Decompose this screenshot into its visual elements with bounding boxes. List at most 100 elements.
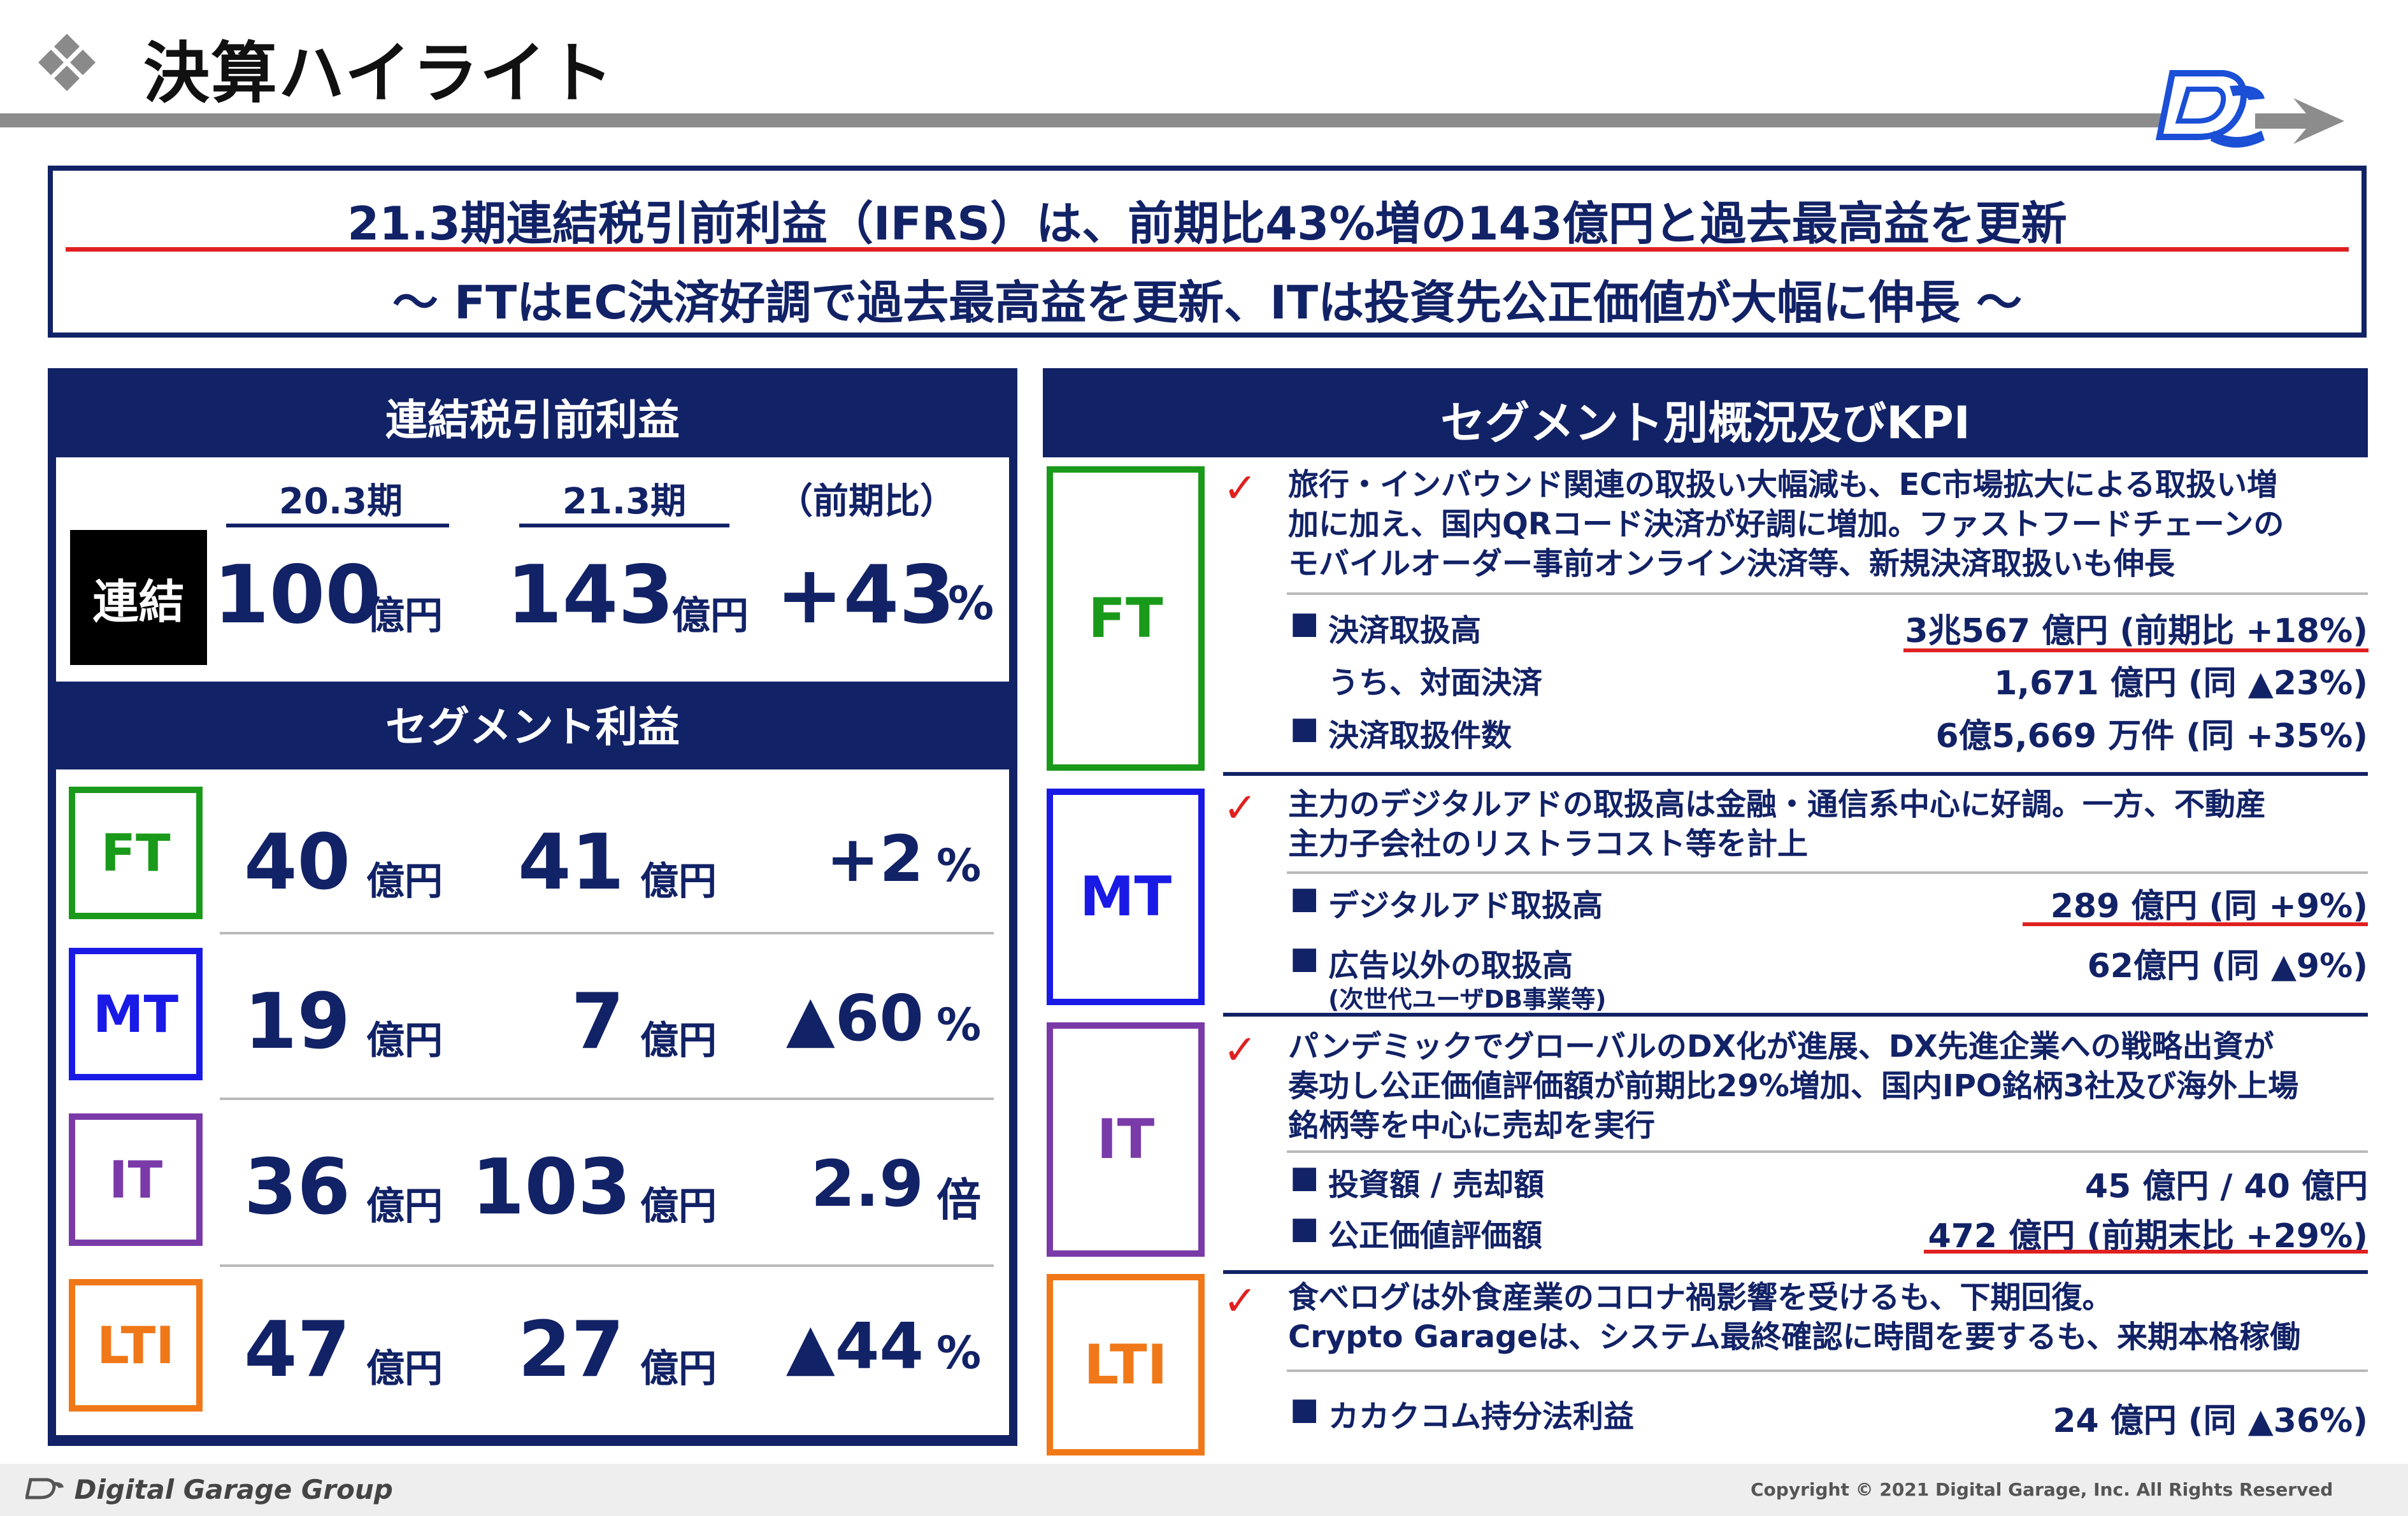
diamond-cluster-icon (32, 31, 102, 103)
kpi-panel-header: セグメント別概況及びKPI (1043, 368, 2368, 457)
mt-kpi-2-label: 広告以外の取扱高 (1328, 948, 1573, 983)
it-change-value: 2.9 (810, 1147, 924, 1221)
mt-kpi-2-note: (次世代ユーザDB事業等) (1328, 985, 1607, 1013)
kpi-segment-it: IT (1047, 1022, 1205, 1257)
lti-change-value: ▲44 (785, 1309, 924, 1384)
consolidated-prev-unit: 億円 (366, 594, 443, 638)
footer-brand-text: Digital Garage Group (74, 1474, 393, 1505)
ft-desc-line-2: 加に加え、国内QRコード決済が好調に増加。ファストフードチェーンの (1288, 506, 2284, 542)
mt-desc-line-2: 主力子会社のリストラコスト等を計上 (1288, 826, 1809, 862)
mt-prev-unit: 億円 (366, 1019, 443, 1063)
lti-kpi-1-bullet: ■ (1290, 1391, 1319, 1427)
check-icon: ✓ (1223, 1027, 1258, 1074)
consolidated-prev-value: 100 (213, 548, 382, 641)
ft-kpi-1-bullet: ■ (1290, 605, 1319, 641)
consolidated-change-value: +43 (776, 548, 955, 641)
segment-row-divider (220, 932, 994, 934)
lti-kpi-1-label: カカクコム持分法利益 (1328, 1399, 1635, 1434)
mt-kpi-1-bullet: ■ (1290, 880, 1319, 916)
it-kpi-1-label: 投資額 / 売却額 (1328, 1167, 1544, 1203)
column-curr-rule (519, 524, 729, 527)
kpi-separator (1287, 1150, 2368, 1153)
lti-desc-line-2: Crypto Garageは、システム最終確認に時間を要するも、来期本格稼働 (1288, 1319, 2301, 1355)
ft-prev-unit: 億円 (366, 859, 443, 904)
segment-badge-it: IT (69, 1113, 203, 1246)
it-curr-value: 103 (471, 1143, 631, 1232)
consolidated-curr-unit: 億円 (672, 594, 749, 638)
kpi-separator (1287, 871, 2368, 874)
lti-prev-value: 47 (244, 1306, 350, 1394)
it-kpi-2-underline (1924, 1250, 2368, 1254)
mt-kpi-1-value: 289 億円 (同 +9%) (2050, 887, 2368, 926)
column-prev-rule (226, 524, 449, 527)
mt-change-value: ▲60 (785, 981, 924, 1055)
kpi-separator (1287, 592, 2368, 595)
profit-panel-title: 連結税引前利益 (385, 396, 680, 445)
it-kpi-2-value: 472 億円 (前期末比 +29%) (1928, 1217, 2368, 1255)
consolidated-card (56, 457, 1009, 682)
it-change-unit: 倍 (936, 1174, 981, 1226)
it-kpi-2-bullet: ■ (1290, 1210, 1319, 1246)
mt-kpi-1-underline (2023, 922, 2368, 926)
mt-change-unit: % (936, 999, 982, 1051)
it-prev-unit: 億円 (366, 1184, 443, 1229)
kpi-segment-ft: FT (1047, 466, 1205, 771)
ft-kpi-3-value: 6億5,669 万件 (同 +35%) (1935, 717, 2368, 755)
mt-kpi-2-value: 62億円 (同 ▲9%) (2087, 947, 2368, 985)
ft-kpi-2-value: 1,671 億円 (同 ▲23%) (1994, 664, 2368, 703)
it-curr-unit: 億円 (640, 1184, 717, 1229)
consolidated-badge: 連結 (70, 530, 207, 665)
ft-kpi-1-underline (1903, 648, 2369, 652)
segment-badge-mt: MT (69, 948, 203, 1080)
kpi-segment-divider (1223, 1013, 2368, 1017)
segment-profit-card (56, 769, 1009, 1435)
ft-change-unit: % (936, 840, 982, 892)
segment-row-divider (220, 1098, 994, 1100)
ft-desc-line-3: モバイルオーダー事前オンライン決済等、新規決済取扱いも伸長 (1288, 546, 2175, 582)
column-change: （前期比） (777, 481, 956, 522)
kpi-segment-divider (1223, 1270, 2368, 1274)
dg-logo-icon (2153, 61, 2274, 159)
dg-small-logo-icon (24, 1476, 65, 1508)
kpi-panel-title: セグメント別概況及びKPI (1440, 397, 1970, 449)
kpi-segment-mt: MT (1047, 789, 1205, 1005)
footer-brand: Digital Garage Group (24, 1474, 393, 1508)
it-prev-value: 36 (244, 1143, 350, 1232)
headline-box: 21.3期連結税引前利益（IFRS）は、前期比43%増の143億円と過去最高益を… (48, 166, 2367, 338)
segment-profit-title: セグメント利益 (385, 703, 680, 752)
mt-kpi-1-label: デジタルアド取扱高 (1328, 888, 1603, 924)
it-desc-line-3: 銘柄等を中心に売却を実行 (1288, 1108, 1656, 1143)
consolidated-curr-value: 143 (506, 548, 675, 641)
it-kpi-1-value: 45 億円 / 40 億円 (2084, 1168, 2368, 1206)
lti-prev-unit: 億円 (366, 1347, 443, 1391)
ft-kpi-1-label: 決済取扱高 (1328, 613, 1482, 648)
mt-prev-value: 19 (244, 978, 350, 1066)
column-prev: 20.3期 (278, 481, 403, 522)
title-divider (0, 113, 2172, 127)
ft-kpi-3-bullet: ■ (1290, 710, 1319, 746)
lti-desc-line-1: 食べログは外食産業のコロナ禍影響を受けるも、下期回復。 (1288, 1280, 2113, 1315)
footer (0, 1464, 2408, 1516)
it-desc-line-1: パンデミックでグローバルのDX化が進展、DX先進企業への戦略出資が (1288, 1029, 2274, 1064)
check-icon: ✓ (1223, 1278, 1258, 1325)
headline-sub: ～ FTはEC決済好調で過去最高益を更新、ITは投資先公正価値が大幅に伸長 ～ (392, 276, 2023, 329)
segment-row-divider (220, 1264, 994, 1267)
column-curr: 21.3期 (562, 481, 687, 522)
headline-main: 21.3期連結税引前利益（IFRS）は、前期比43%増の143億円と過去最高益を… (347, 197, 2067, 250)
kpi-separator (1287, 1369, 2368, 1372)
ft-curr-unit: 億円 (640, 859, 717, 904)
ft-kpi-1-value: 3兆567 億円 (前期比 +18%) (1905, 612, 2368, 650)
lti-kpi-1-value: 24 億円 (同 ▲36%) (2053, 1402, 2368, 1440)
it-kpi-2-label: 公正価値評価額 (1328, 1218, 1543, 1254)
page-title: 決算ハイライト (143, 34, 615, 112)
segment-badge-ft: FT (69, 787, 203, 919)
lti-curr-unit: 億円 (640, 1347, 717, 1391)
check-icon: ✓ (1223, 785, 1258, 832)
ft-kpi-3-label: 決済取扱件数 (1328, 718, 1512, 754)
kpi-segment-lti: LTI (1047, 1274, 1205, 1455)
lti-curr-value: 27 (518, 1306, 624, 1394)
it-kpi-1-bullet: ■ (1290, 1159, 1319, 1195)
ft-desc-line-1: 旅行・インバウンド関連の取扱い大幅減も、EC市場拡大による取扱い増 (1288, 467, 2278, 503)
consolidated-change-unit: % (948, 576, 994, 630)
kpi-segment-divider (1223, 772, 2368, 776)
